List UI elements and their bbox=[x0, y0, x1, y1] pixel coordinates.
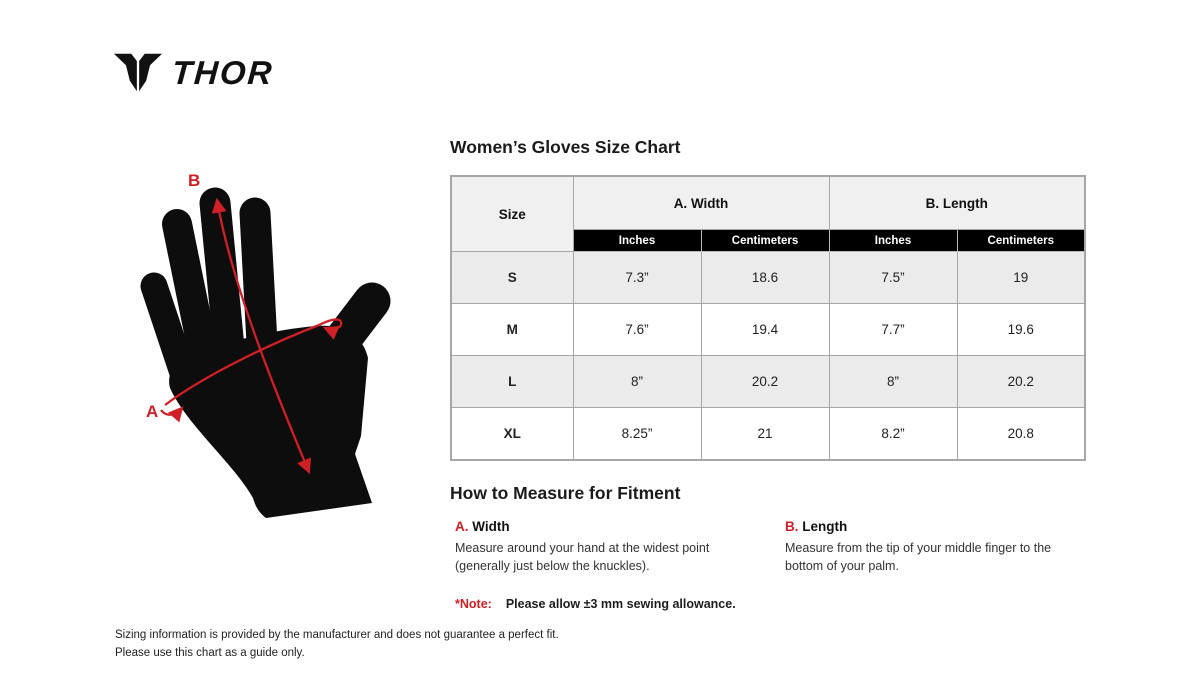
table-row-xl: XL 8.25” 21 8.2” 20.8 bbox=[450, 407, 1086, 461]
measure-width-item: A. Width Measure around your hand at the… bbox=[455, 519, 765, 575]
value-cell: 19.4 bbox=[700, 303, 830, 356]
label-b: B bbox=[188, 171, 200, 190]
value-cell: 18.6 bbox=[700, 251, 830, 304]
table-row-m: M 7.6” 19.4 7.7” 19.6 bbox=[450, 303, 1086, 356]
glove-measurement-diagram: B A bbox=[140, 171, 391, 518]
length-measure-arrow bbox=[211, 197, 311, 475]
measure-instructions: A. Width Measure around your hand at the… bbox=[455, 519, 1087, 575]
width-measure-arrow bbox=[164, 323, 320, 406]
thor-helmet-icon bbox=[113, 53, 163, 92]
measure-width-heading: A. Width bbox=[455, 519, 765, 534]
measure-width-prefix: A. bbox=[455, 519, 469, 534]
value-cell: 7.3” bbox=[572, 251, 702, 304]
value-cell: 7.6” bbox=[572, 303, 702, 356]
measure-length-item: B. Length Measure from the tip of your m… bbox=[785, 519, 1087, 575]
value-cell: 8” bbox=[828, 355, 958, 408]
measure-length-prefix: B. bbox=[785, 519, 799, 534]
size-chart-table: Size A. Width B. Length Inches Centimete… bbox=[450, 175, 1086, 461]
thor-logo-text: THOR bbox=[170, 54, 275, 91]
size-chart-title: Women’s Gloves Size Chart bbox=[450, 137, 681, 157]
value-cell: 20.2 bbox=[700, 355, 830, 408]
disclaimer-line2: Please use this chart as a guide only. bbox=[115, 646, 305, 659]
column-header-length: B. Length bbox=[828, 175, 1086, 230]
unit-header-length-centimeters: Centimeters bbox=[956, 229, 1086, 252]
glove-thumb bbox=[311, 282, 391, 375]
width-arrow-start-curl bbox=[160, 406, 184, 423]
width-arrow-curl bbox=[318, 318, 343, 340]
size-cell: S bbox=[450, 251, 574, 304]
value-cell: 7.5” bbox=[828, 251, 958, 304]
value-cell: 19.6 bbox=[956, 303, 1086, 356]
glove-silhouette bbox=[140, 187, 391, 518]
value-cell: 7.7” bbox=[828, 303, 958, 356]
table-row-s: S 7.3” 18.6 7.5” 19 bbox=[450, 251, 1086, 304]
glove-index-finger bbox=[239, 197, 278, 359]
column-header-size: Size bbox=[450, 175, 574, 252]
value-cell: 8.2” bbox=[828, 407, 958, 461]
measure-length-heading: B. Length bbox=[785, 519, 1087, 534]
column-header-width: A. Width bbox=[572, 175, 830, 230]
note-text: Please allow ±3 mm sewing allowance. bbox=[505, 597, 736, 611]
unit-header-length-inches: Inches bbox=[828, 229, 958, 252]
value-cell: 21 bbox=[700, 407, 830, 461]
thor-icon-left-wing bbox=[113, 53, 137, 92]
measure-width-name: Width bbox=[472, 519, 510, 534]
table-unit-header-row: Inches Centimeters Inches Centimeters bbox=[451, 229, 1086, 252]
unit-header-width-centimeters: Centimeters bbox=[700, 229, 830, 252]
thor-icon-right-wing bbox=[139, 53, 163, 92]
measure-section-title: How to Measure for Fitment bbox=[450, 483, 681, 503]
thor-logo: THOR bbox=[113, 50, 275, 96]
size-cell: XL bbox=[450, 407, 574, 461]
measure-length-name: Length bbox=[802, 519, 848, 534]
measure-width-text: Measure around your hand at the widest p… bbox=[455, 541, 710, 574]
sewing-allowance-note: *Note: Please allow ±3 mm sewing allowanc… bbox=[455, 597, 736, 611]
glove-ring-finger bbox=[162, 209, 221, 381]
table-row-l: L 8” 20.2 8” 20.2 bbox=[450, 355, 1086, 408]
unit-header-width-inches: Inches bbox=[572, 229, 702, 252]
value-cell: 19 bbox=[956, 251, 1086, 304]
value-cell: 20.8 bbox=[956, 407, 1086, 461]
label-a: A bbox=[146, 402, 158, 421]
value-cell: 8” bbox=[572, 355, 702, 408]
glove-pinky-finger bbox=[140, 272, 198, 390]
measure-length-text: Measure from the tip of your middle fing… bbox=[785, 541, 1052, 574]
size-cell: M bbox=[450, 303, 574, 356]
value-cell: 8.25” bbox=[572, 407, 702, 461]
size-cell: L bbox=[450, 355, 574, 408]
disclaimer-line1: Sizing information is provided by the ma… bbox=[115, 629, 559, 641]
sizing-disclaimer: Sizing information is provided by the ma… bbox=[115, 627, 559, 663]
table-group-header-row: Size A. Width B. Length bbox=[450, 175, 1086, 252]
note-label: *Note: bbox=[455, 597, 492, 611]
value-cell: 20.2 bbox=[956, 355, 1086, 408]
